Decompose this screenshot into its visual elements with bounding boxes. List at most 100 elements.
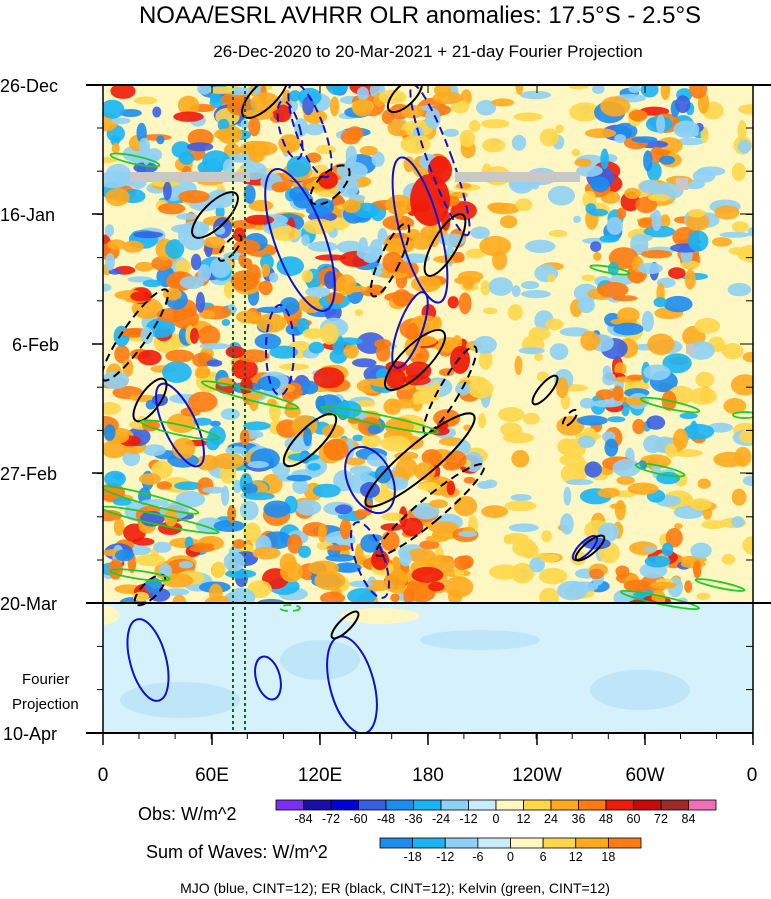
anomaly-patch: [547, 274, 556, 283]
anomaly-patch: [239, 429, 250, 446]
anomaly-patch: [528, 326, 551, 341]
anomaly-patch: [230, 270, 259, 292]
plot-area: [103, 85, 753, 733]
er-contour: [423, 213, 467, 277]
anomaly-patch: [333, 562, 362, 573]
anomaly-patch: [103, 440, 128, 459]
colorbar-tick-label: -12: [436, 850, 454, 864]
anomaly-patch: [162, 361, 192, 383]
anomaly-patch: [731, 221, 749, 233]
anomaly-patch: [161, 573, 194, 588]
anomaly-patch: [606, 217, 623, 235]
x-tick-label: 0: [747, 765, 758, 786]
anomaly-patch: [133, 231, 164, 239]
anomaly-patch: [539, 587, 559, 607]
er-contour: [191, 191, 239, 239]
anomaly-patch: [381, 512, 405, 521]
anomaly-patch: [405, 548, 436, 562]
anomaly-patch: [507, 304, 523, 321]
anomaly-patch: [731, 162, 747, 181]
anomaly-patch: [308, 341, 325, 354]
y-tick-label: 26-Dec: [0, 76, 58, 96]
anomaly-patch: [107, 239, 126, 250]
er-contour: [386, 85, 424, 114]
anomaly-patch: [326, 292, 345, 305]
anomaly-patch: [693, 560, 702, 579]
anomaly-patch: [643, 364, 671, 381]
colorbar-swatch: [578, 799, 607, 811]
er-contour: [282, 412, 338, 468]
anomaly-patch: [250, 315, 266, 323]
anomaly-patch: [105, 252, 115, 271]
anomaly-patch: [443, 128, 459, 137]
anomaly-patch: [576, 415, 608, 426]
anomaly-patch: [320, 323, 339, 345]
colorbar-tick-label: 24: [544, 812, 558, 826]
anomaly-patch: [326, 85, 349, 96]
anomaly-patch: [590, 241, 602, 253]
anomaly-patch: [591, 400, 623, 408]
anomaly-patch: [302, 96, 314, 116]
anomaly-patch: [523, 412, 540, 425]
anomaly-patch: [176, 213, 198, 220]
anomaly-patch: [156, 135, 165, 145]
anomaly-patch: [179, 275, 204, 290]
colorbar-swatch: [523, 799, 552, 811]
anomaly-patch: [135, 553, 166, 567]
anomaly-patch: [137, 349, 162, 366]
anomaly-patch: [225, 569, 257, 579]
anomaly-patch: [595, 389, 614, 400]
anomaly-patch: [138, 473, 162, 485]
anomaly-patch: [190, 253, 202, 271]
anomaly-patch: [339, 285, 369, 293]
anomaly-patch: [287, 534, 303, 554]
anomaly-patch: [156, 481, 173, 490]
anomaly-patch: [250, 92, 281, 114]
anomaly-patch: [690, 542, 712, 559]
colorbar-tick-label: 36: [572, 812, 586, 826]
mjo-contour: [264, 168, 336, 312]
anomaly-patch: [108, 268, 122, 275]
anomaly-patch: [643, 150, 653, 172]
kelvin-contour: [103, 485, 200, 515]
x-tick-label: 60E: [195, 765, 229, 786]
anomaly-patch: [520, 90, 552, 100]
anomaly-patch: [469, 120, 481, 132]
kelvin-contour: [109, 152, 161, 168]
anomaly-patch: [647, 333, 675, 356]
anomaly-patch: [668, 267, 686, 279]
anomaly-patch: [479, 235, 512, 257]
anomaly-patch: [307, 463, 321, 471]
anomaly-patch: [559, 327, 590, 337]
anomaly-patch: [238, 254, 247, 266]
anomaly-patch: [521, 290, 551, 299]
anomaly-patch: [518, 347, 545, 355]
anomaly-patch: [248, 149, 265, 163]
anomaly-patch: [384, 568, 408, 589]
anomaly-patch: [315, 144, 336, 155]
y-tick-label: 16-Jan: [0, 205, 55, 225]
anomaly-patch: [483, 307, 498, 315]
anomaly-patch: [637, 262, 663, 275]
anomaly-patch: [257, 375, 281, 392]
colorbar-tick-label: -6: [472, 850, 483, 864]
anomaly-patch: [415, 352, 425, 360]
anomaly-patch: [411, 275, 442, 293]
anomaly-patch: [232, 479, 243, 494]
anomaly-patch: [475, 99, 497, 116]
anomaly-patch: [574, 158, 592, 167]
anomaly-patch: [492, 250, 508, 271]
anomaly-patch: [613, 322, 644, 336]
anomaly-patch: [113, 517, 125, 536]
x-tick-label: 120E: [298, 765, 342, 786]
obs-colorbar: -84 -72 -60 -48 -36 -24 -12 0 12 24 36 48 60 72 84: [275, 799, 717, 826]
anomaly-patch: [571, 148, 581, 157]
anomaly-patch: [555, 124, 564, 134]
anomaly-patch: [470, 226, 490, 239]
anomaly-patch: [607, 416, 626, 423]
anomaly-patch: [556, 377, 569, 399]
anomaly-patch: [653, 149, 671, 156]
anomaly-patch: [444, 576, 474, 598]
anomaly-patch: [197, 264, 212, 282]
anomaly-patch: [247, 461, 269, 469]
